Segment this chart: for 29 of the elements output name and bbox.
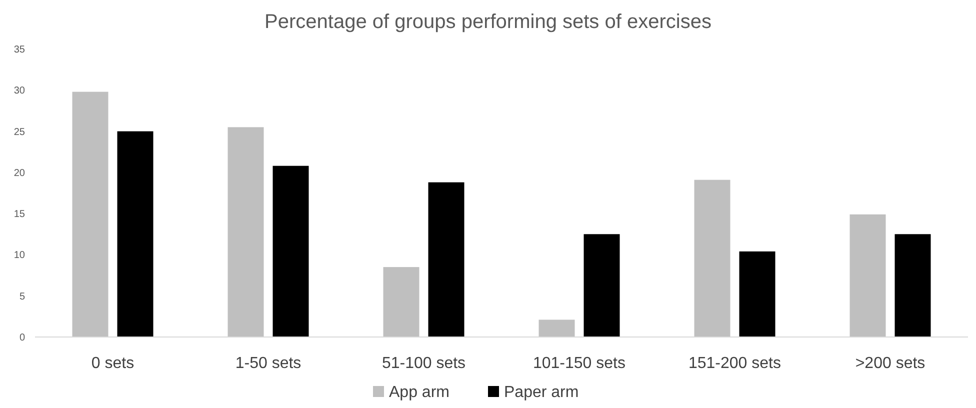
bar (739, 251, 776, 337)
y-tick-label: 30 (14, 86, 26, 97)
y-tick-label: 20 (14, 168, 26, 179)
bar (117, 131, 154, 337)
bar (428, 182, 464, 337)
bar (850, 214, 886, 337)
y-tick-label: 15 (14, 209, 26, 220)
x-tick-label: 51-100 sets (382, 355, 466, 372)
y-tick-label: 25 (14, 126, 26, 138)
bar (383, 267, 420, 337)
chart-title: Percentage of groups performing sets of exercises (264, 11, 712, 33)
legend-label: Paper arm (504, 384, 579, 401)
bar (272, 166, 309, 337)
x-tick-label: >200 sets (855, 355, 926, 372)
legend-label: App arm (389, 384, 450, 401)
x-tick-label: 0 sets (91, 355, 134, 372)
y-tick-label: 35 (14, 44, 26, 56)
bar (584, 234, 620, 337)
bar (72, 92, 108, 337)
y-tick-label: 0 (19, 332, 26, 344)
bar (228, 127, 264, 337)
bar (894, 234, 931, 337)
x-tick-label: 1-50 sets (235, 355, 302, 372)
y-tick-label: 10 (14, 250, 26, 262)
bar (694, 180, 730, 337)
bar (538, 320, 575, 337)
x-tick-label: 151-200 sets (688, 355, 782, 372)
x-tick-label: 101-150 sets (532, 355, 626, 372)
y-tick-label: 5 (19, 291, 26, 302)
